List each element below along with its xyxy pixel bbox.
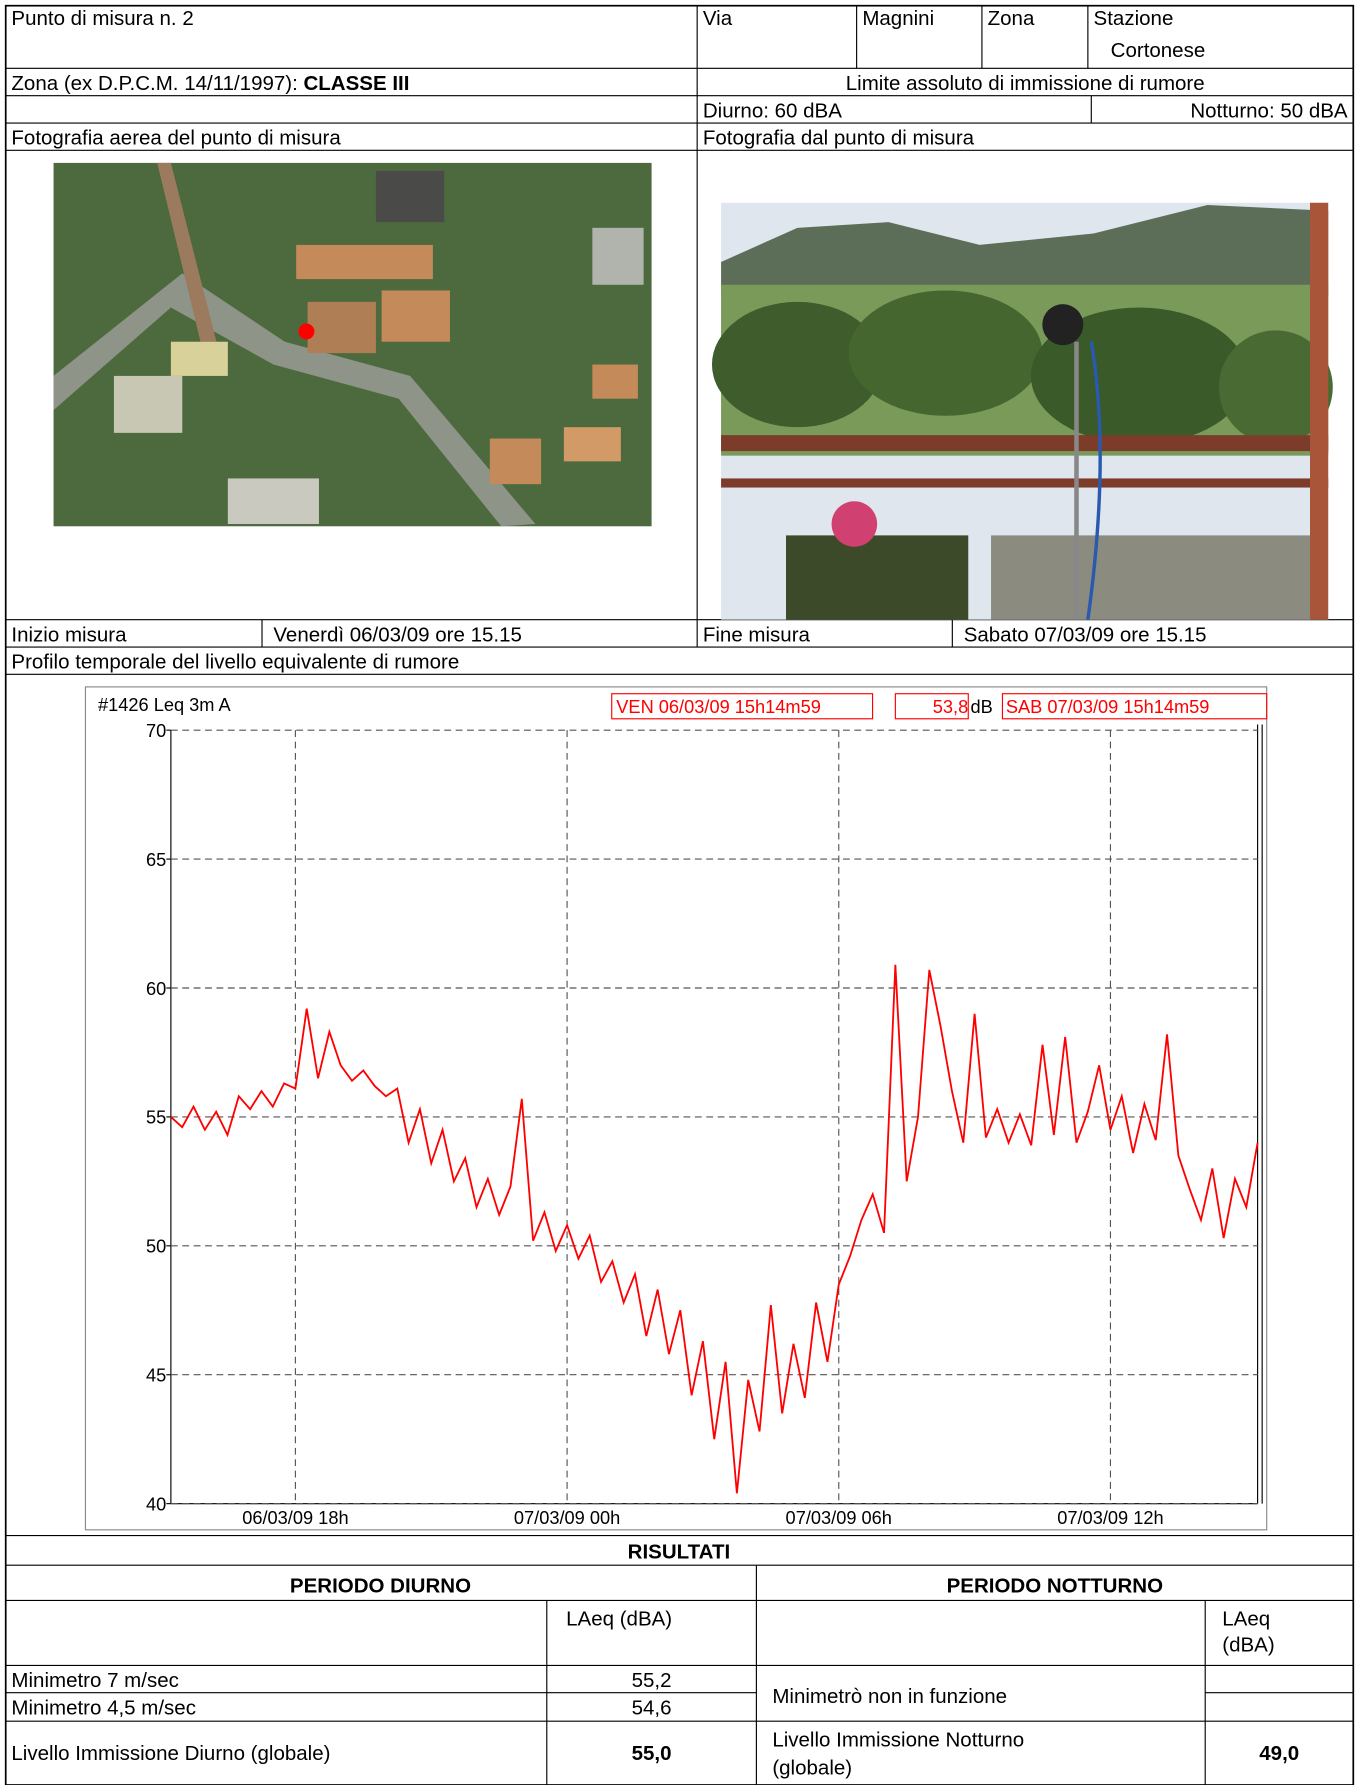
chart: #1426 Leq 3m A VEN 06/03/09 15h14m59 53,… <box>84 686 1268 1531</box>
row-label: Minimetro 7 m/sec <box>11 1669 178 1692</box>
limit-night: Notturno: 50 dBA <box>1190 99 1348 122</box>
y-tick-label: 40 <box>146 1494 166 1514</box>
end-label: Fine misura <box>703 623 811 646</box>
header-box <box>1001 693 1268 720</box>
via: Magnini <box>862 7 934 30</box>
y-tick-label: 55 <box>146 1108 166 1128</box>
total-label: Livello Immissione Diurno (globale) <box>11 1742 330 1765</box>
column-header: (dBA) <box>1222 1634 1274 1657</box>
period-title: PERIODO NOTTURNO <box>947 1574 1163 1597</box>
line-series <box>170 964 1259 1494</box>
zona-label: Zona <box>988 7 1035 30</box>
end: Sabato 07/03/09 ore 15.15 <box>964 623 1207 646</box>
x-tick-label: 07/03/09 12h <box>1057 1508 1163 1528</box>
x-tick-label: 07/03/09 00h <box>514 1508 620 1528</box>
header-box <box>611 693 874 720</box>
y-tick-label: 45 <box>146 1366 166 1386</box>
view-photo <box>711 202 1333 620</box>
start: Venerdì 06/03/09 ore 15.15 <box>273 623 521 646</box>
chart-start: VEN 06/03/09 15h14m59 <box>616 697 821 717</box>
y-tick-label: 65 <box>146 850 166 870</box>
chart-end: SAB 07/03/09 15h14m59 <box>1006 697 1210 717</box>
total-value: 55,0 <box>632 1742 672 1765</box>
chart-unit: dB <box>971 697 993 717</box>
table-grid <box>4 4 1355 1785</box>
results-title: RISULTATI <box>628 1540 730 1563</box>
total-label: (globale) <box>772 1757 852 1780</box>
header-box <box>894 693 969 720</box>
x-tick-label: 07/03/09 06h <box>786 1508 892 1528</box>
y-tick-label: 70 <box>146 721 166 741</box>
profile-label: Profilo temporale del livello equivalent… <box>11 651 459 674</box>
chart-frame <box>84 686 1268 1531</box>
point-label: Punto di misura n. 2 <box>11 7 193 30</box>
row-label: Minimetro 4,5 m/sec <box>11 1696 196 1719</box>
chart-leq: 53,8 <box>933 697 968 717</box>
chart-instrument: #1426 Leq 3m A <box>98 695 232 715</box>
aerial-photo <box>53 162 652 527</box>
outer-border <box>4 4 1355 1785</box>
zona-line: Cortonese <box>1111 39 1206 62</box>
period-title: PERIODO DIURNO <box>290 1574 471 1597</box>
photo-label: Fotografia dal punto di misura <box>703 127 975 150</box>
column-header: LAeq (dBA) <box>566 1608 672 1631</box>
start-label: Inizio misura <box>11 623 127 646</box>
total-value: 49,0 <box>1259 1742 1299 1765</box>
x-tick-label: 06/03/09 18h <box>242 1508 348 1528</box>
classification: Zona (ex D.P.C.M. 14/11/1997): CLASSE III <box>11 72 409 95</box>
limits-title: Limite assoluto di immissione di rumore <box>846 72 1205 95</box>
class-label: Zona (ex D.P.C.M. 14/11/1997): <box>11 72 297 95</box>
row-value: 55,2 <box>632 1669 672 1692</box>
row-value: 54,6 <box>632 1696 672 1719</box>
night-note: Minimetrò non in funzione <box>772 1685 1007 1708</box>
zona-line: Stazione <box>1094 7 1174 30</box>
y-tick-label: 60 <box>146 979 166 999</box>
total-label: Livello Immissione Notturno <box>772 1728 1024 1751</box>
column-header: LAeq <box>1222 1608 1270 1631</box>
limit-day: Diurno: 60 dBA <box>703 99 842 122</box>
photo-label: Fotografia aerea del punto di misura <box>11 127 341 150</box>
y-tick-label: 50 <box>146 1237 166 1257</box>
class-value: CLASSE III <box>303 72 409 95</box>
via-label: Via <box>703 7 733 30</box>
